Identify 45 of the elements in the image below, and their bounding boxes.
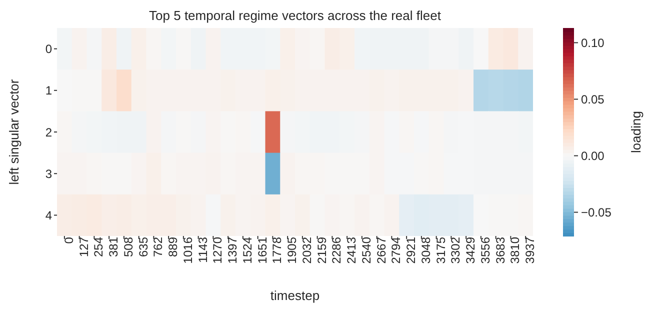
color-bar-label: 0.00: [581, 148, 605, 163]
y-axis-title: left singular vector: [6, 78, 22, 185]
x-tick-label: 1016: [180, 236, 195, 264]
x-tick-label: 2667: [374, 236, 388, 264]
x-tick-label: 1143: [196, 236, 210, 263]
x-tick-label: 1524: [240, 236, 254, 264]
x-tick-label: 2286: [330, 236, 344, 264]
x-tick-label: 3048: [418, 236, 433, 264]
x-tick-label: 1397: [226, 236, 240, 264]
x-tick-label: 1778: [270, 236, 284, 264]
x-tick-label: 508: [121, 236, 136, 258]
color-bar-title: loading: [628, 111, 644, 153]
x-tick-label: 2794: [389, 236, 404, 264]
x-tick-label: 127: [76, 236, 91, 258]
x-tick-label: 2159: [314, 236, 329, 264]
x-tick-label: 381: [106, 236, 121, 258]
x-tick-label: 1651: [255, 236, 270, 264]
x-tick-label: 2540: [359, 236, 374, 264]
x-tick-label: 254: [92, 236, 106, 258]
x-tick-label: 2032: [300, 236, 314, 264]
x-tick-label: 2921: [404, 236, 418, 264]
x-tick-label: 3429: [464, 236, 478, 264]
x-tick-label: 3556: [478, 236, 492, 264]
y-tick-label: 2: [45, 125, 52, 140]
x-tick-label: 762: [151, 236, 166, 258]
x-tick-label: 3937: [523, 236, 538, 264]
chart-title: Top 5 temporal regime vectors across the real fleet: [148, 8, 442, 23]
color-bar-label: −0.05: [581, 205, 612, 220]
x-axis-title: timestep: [270, 288, 320, 303]
color-bar-label: 0.10: [581, 36, 605, 50]
x-tick-label: 1905: [285, 236, 300, 264]
y-tick-label: 3: [45, 166, 52, 181]
color-bar-label: 0.05: [581, 92, 605, 106]
x-tick-label: 3810: [508, 236, 522, 264]
x-tick-label: 2413: [344, 236, 359, 264]
y-tick-label: 0: [45, 42, 52, 56]
x-tick-label: 3302: [448, 236, 463, 264]
x-tick-label: 3175: [434, 236, 448, 264]
x-tick-label: 0: [62, 236, 76, 244]
x-tick-label: 889: [166, 236, 180, 258]
x-tick-label: 3683: [493, 236, 508, 264]
y-tick-label: 1: [45, 84, 52, 98]
x-tick-label: 635: [136, 236, 150, 258]
y-tick-label: 4: [45, 208, 52, 222]
x-tick-label: 1270: [210, 236, 225, 264]
